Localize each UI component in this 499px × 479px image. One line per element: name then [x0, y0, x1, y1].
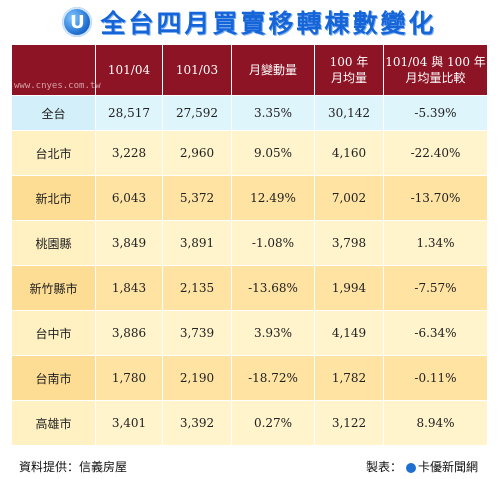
cell-101-04: 3,228: [95, 130, 163, 176]
row-name: 全台: [11, 95, 96, 131]
cell-101-03: 3,891: [162, 220, 232, 266]
cell-comparison: -22.40%: [383, 130, 488, 176]
cell-mom-change: 9.05%: [231, 130, 315, 176]
cell-100-avg: 4,149: [314, 310, 384, 356]
cell-101-03: 2,960: [162, 130, 232, 176]
cell-100-avg: 3,122: [314, 400, 384, 446]
cell-101-04: 1,843: [95, 265, 163, 311]
cell-101-04: 3,401: [95, 400, 163, 446]
cell-101-03: 5,372: [162, 175, 232, 221]
cell-100-avg: 3,798: [314, 220, 384, 266]
cell-mom-change: -1.08%: [231, 220, 315, 266]
cell-mom-change: -13.68%: [231, 265, 315, 311]
cell-comparison: 8.94%: [383, 400, 488, 446]
cell-100-avg: 30,142: [314, 95, 384, 131]
cell-mom-change: 0.27%: [231, 400, 315, 446]
table-row: 台南市 1,780 2,190 -18.72% 1,782 -0.11%: [11, 355, 488, 401]
maker-credit: 製表： 卡優新聞網: [366, 458, 478, 475]
row-name: 高雄市: [11, 400, 96, 446]
cell-101-03: 3,739: [162, 310, 232, 356]
table-row: 桃園縣 3,849 3,891 -1.08% 3,798 1.34%: [11, 220, 488, 266]
data-source: 資料提供：信義房屋: [19, 460, 128, 474]
footer: 資料提供：信義房屋 製表： 卡優新聞網: [0, 452, 499, 479]
table-header-row: www.cnyes.com.tw 101/04 101/03 月變動量 100 …: [11, 44, 488, 96]
column-header: 101/04 與 100 年 月均量比較: [383, 44, 488, 96]
cell-101-04: 3,849: [95, 220, 163, 266]
table-row: 高雄市 3,401 3,392 0.27% 3,122 8.94%: [11, 400, 488, 446]
cell-comparison: 1.34%: [383, 220, 488, 266]
cell-101-03: 27,592: [162, 95, 232, 131]
row-name: 桃園縣: [11, 220, 96, 266]
cell-101-03: 2,135: [162, 265, 232, 311]
cell-100-avg: 4,160: [314, 130, 384, 176]
watermark: www.cnyes.com.tw: [14, 81, 101, 91]
cell-mom-change: -18.72%: [231, 355, 315, 401]
column-header: 月變動量: [231, 44, 315, 96]
cell-101-04: 6,043: [95, 175, 163, 221]
maker-logo-icon: [406, 462, 417, 473]
row-name: 新竹縣市: [11, 265, 96, 311]
table-row: 台中市 3,886 3,739 3.93% 4,149 -6.34%: [11, 310, 488, 356]
cell-mom-change: 12.49%: [231, 175, 315, 221]
cell-comparison: -13.70%: [383, 175, 488, 221]
page-title: 全台四月買賣移轉棟數變化: [100, 9, 437, 38]
row-name: 新北市: [11, 175, 96, 221]
column-header: 101/04: [95, 44, 163, 96]
title-bar: U 全台四月買賣移轉棟數變化: [0, 0, 499, 44]
cell-comparison: -0.11%: [383, 355, 488, 401]
column-header: 100 年 月均量: [314, 44, 384, 96]
row-name: 台南市: [11, 355, 96, 401]
logo-icon: U: [62, 7, 93, 37]
maker-label: 製表：: [366, 460, 403, 474]
cell-100-avg: 1,994: [314, 265, 384, 311]
cell-100-avg: 1,782: [314, 355, 384, 401]
cell-comparison: -7.57%: [383, 265, 488, 311]
row-name: 台中市: [11, 310, 96, 356]
row-name: 台北市: [11, 130, 96, 176]
cell-101-04: 3,886: [95, 310, 163, 356]
table-header-corner: www.cnyes.com.tw: [11, 44, 101, 96]
cell-comparison: -6.34%: [383, 310, 488, 356]
column-header: 101/03: [162, 44, 232, 96]
table-row: 新北市 6,043 5,372 12.49% 7,002 -13.70%: [11, 175, 488, 221]
table-row-total: 全台 28,517 27,592 3.35% 30,142 -5.39%: [11, 95, 488, 131]
maker-name: 卡優新聞網: [418, 460, 479, 474]
table-row: 台北市 3,228 2,960 9.05% 4,160 -22.40%: [11, 130, 488, 176]
cell-mom-change: 3.35%: [231, 95, 315, 131]
cell-100-avg: 7,002: [314, 175, 384, 221]
cell-101-03: 2,190: [162, 355, 232, 401]
cell-comparison: -5.39%: [383, 95, 488, 131]
data-table: www.cnyes.com.tw 101/04 101/03 月變動量 100 …: [11, 44, 488, 446]
cell-101-04: 28,517: [95, 95, 163, 131]
table-row: 新竹縣市 1,843 2,135 -13.68% 1,994 -7.57%: [11, 265, 488, 311]
cell-101-04: 1,780: [95, 355, 163, 401]
cell-mom-change: 3.93%: [231, 310, 315, 356]
cell-101-03: 3,392: [162, 400, 232, 446]
